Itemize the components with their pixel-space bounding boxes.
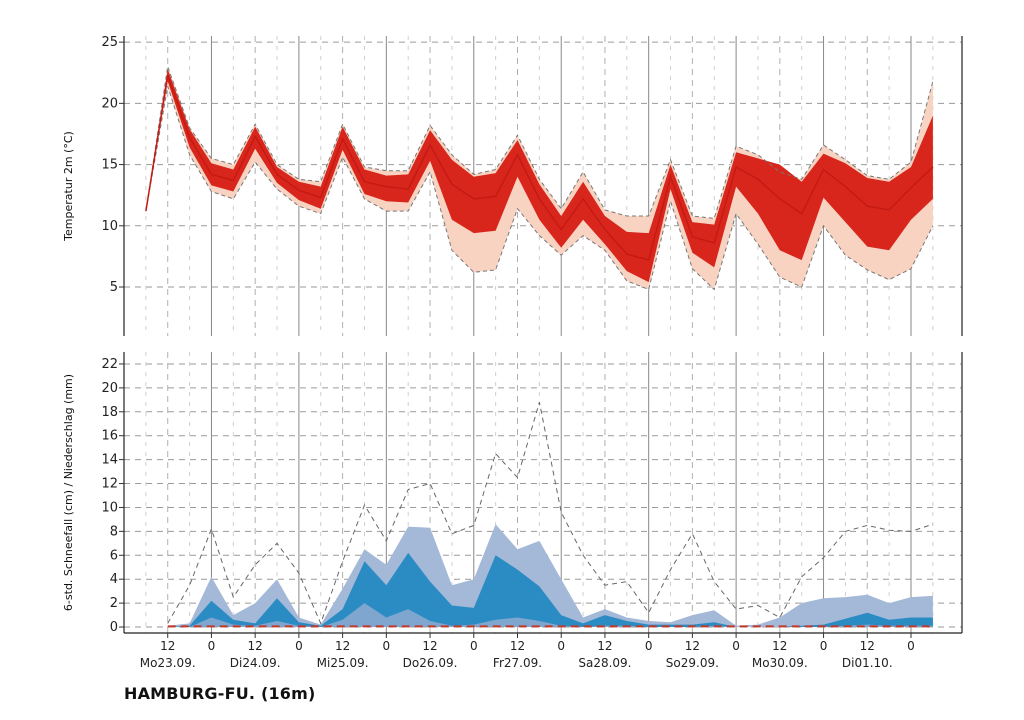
y-axis-label: 6-std. Schneefall (cm) / Niederschlag (m… <box>62 374 75 611</box>
prec-max-line <box>167 402 934 625</box>
x-hour-label: 0 <box>295 639 303 653</box>
x-hour-label: 0 <box>645 639 653 653</box>
panel-temperature: 5 10 15 20 25 Temperatur 2m (°C) <box>62 35 963 336</box>
x-day-label: Mi25.09. <box>317 656 369 670</box>
x-day-label: Fr27.09. <box>493 656 542 670</box>
y-tick-label: 14 <box>101 453 118 468</box>
x-day-label: Do26.09. <box>403 656 458 670</box>
y-tick-label: 20 <box>101 96 118 111</box>
y-tick-label: 0 <box>110 620 118 635</box>
x-day-label: So29.09. <box>666 656 719 670</box>
y-tick-label: 15 <box>101 158 118 173</box>
x-hour-label: 0 <box>383 639 391 653</box>
x-hour-label: 12 <box>772 639 787 653</box>
x-hour-label: 0 <box>557 639 565 653</box>
y-tick-label: 12 <box>101 477 118 492</box>
x-hour-label: 12 <box>685 639 700 653</box>
x-hour-label: 0 <box>208 639 216 653</box>
x-hour-label: 0 <box>907 639 915 653</box>
meteogram-chart: 5 10 15 20 25 Temperatur 2m (°C) 0 2 4 6 8 10 12 14 16… <box>62 35 963 670</box>
y-tick-label: 2 <box>110 596 118 611</box>
temp-min-line <box>145 86 934 291</box>
x-day-label: Mo23.09. <box>140 656 196 670</box>
x-hour-label: 12 <box>248 639 263 653</box>
y-tick-label: 20 <box>101 381 118 396</box>
y-tick-label: 18 <box>101 405 118 420</box>
x-hour-label: 0 <box>470 639 478 653</box>
panel-precipitation: 0 2 4 6 8 10 12 14 16 18 20 22 6-std. Schneefall (cm… <box>62 352 963 635</box>
x-day-label: Sa28.09. <box>578 656 631 670</box>
x-hour-label: 12 <box>510 639 525 653</box>
y-tick-label: 10 <box>101 219 118 234</box>
station-title: HAMBURG-FU. (16m) <box>124 684 316 703</box>
x-day-label: Di01.10. <box>842 656 893 670</box>
y-tick-label: 10 <box>101 500 118 515</box>
y-tick-label: 25 <box>101 35 118 50</box>
x-hour-label: 12 <box>597 639 612 653</box>
x-hour-label: 0 <box>732 639 740 653</box>
y-tick-label: 6 <box>110 548 118 563</box>
x-day-label: Di24.09. <box>230 656 281 670</box>
y-tick-label: 16 <box>101 429 118 444</box>
temp-band-core <box>145 69 933 283</box>
x-hour-label: 0 <box>820 639 828 653</box>
x-hour-label: 12 <box>160 639 175 653</box>
temp-median-line <box>145 74 934 262</box>
y-tick-label: 22 <box>101 357 118 372</box>
y-tick-label: 8 <box>110 524 118 539</box>
temp-max-line <box>145 66 934 219</box>
y-tick-label: 4 <box>110 572 118 587</box>
x-day-label: Mo30.09. <box>752 656 808 670</box>
prec-band-p25 <box>167 603 933 627</box>
y-axis-label: Temperatur 2m (°C) <box>62 131 75 242</box>
x-hour-label: 12 <box>335 639 350 653</box>
y-tick-label: 5 <box>110 280 118 295</box>
x-hour-label: 12 <box>422 639 437 653</box>
x-hour-label: 12 <box>860 639 875 653</box>
